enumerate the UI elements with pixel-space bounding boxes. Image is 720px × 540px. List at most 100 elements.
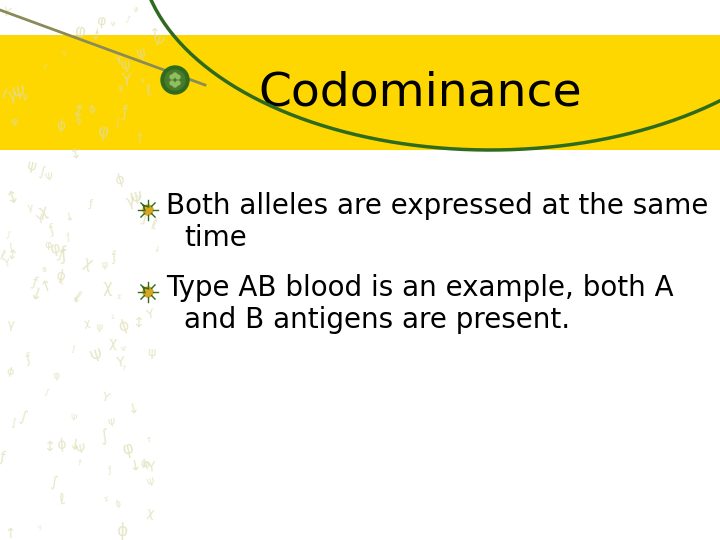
Text: Y: Y [1, 5, 12, 20]
Text: ϕ: ϕ [139, 458, 147, 468]
Text: χ: χ [84, 318, 91, 329]
Text: Ψ: Ψ [68, 413, 77, 423]
Text: χ: χ [103, 278, 112, 296]
Text: ƒ: ƒ [0, 450, 6, 464]
Text: ↕: ↕ [4, 186, 22, 208]
Text: ↓: ↓ [152, 244, 161, 255]
Text: Y: Y [115, 355, 125, 370]
Circle shape [143, 287, 153, 297]
Text: ϕ: ϕ [6, 366, 15, 377]
Text: ∫: ∫ [114, 117, 120, 128]
Text: χ: χ [114, 53, 124, 65]
Text: ƒ: ƒ [107, 465, 112, 475]
Text: ↑: ↑ [75, 457, 83, 467]
Text: ϕ: ϕ [57, 438, 67, 453]
Text: χ: χ [81, 255, 94, 272]
Text: γ: γ [6, 318, 15, 331]
Text: ψ: ψ [22, 92, 28, 102]
Text: ϕ: ϕ [54, 268, 66, 284]
Text: ƒ: ƒ [25, 352, 32, 366]
Text: ℓ: ℓ [73, 289, 82, 305]
Text: ψ: ψ [96, 322, 103, 333]
Text: Ψ: Ψ [11, 83, 27, 104]
Text: φ: φ [73, 22, 86, 41]
Text: ϕ: ϕ [117, 522, 128, 540]
Text: Y: Y [145, 308, 156, 322]
Text: ψ: ψ [102, 260, 108, 270]
Text: ϕ: ϕ [87, 104, 96, 116]
Text: ∫: ∫ [17, 408, 29, 424]
Text: Type AB blood is an example, both A: Type AB blood is an example, both A [166, 274, 674, 302]
Text: ↕: ↕ [43, 440, 55, 455]
Text: Y: Y [120, 72, 131, 90]
Text: Ψ: Ψ [145, 477, 156, 489]
Text: φ: φ [141, 459, 150, 470]
Text: ↓: ↓ [93, 27, 101, 36]
Text: ↑: ↑ [120, 365, 127, 372]
Text: ℓ: ℓ [42, 64, 46, 71]
Text: ƒ: ƒ [122, 105, 127, 120]
Circle shape [143, 205, 153, 215]
Text: ψ: ψ [147, 346, 156, 360]
Text: Y: Y [100, 390, 112, 405]
Text: γ: γ [27, 202, 34, 213]
Text: χ: χ [109, 336, 117, 350]
Text: Ψ: Ψ [151, 33, 165, 50]
Text: ∫: ∫ [98, 427, 109, 446]
Circle shape [165, 70, 185, 90]
Text: ∫: ∫ [7, 242, 14, 253]
Text: ∫: ∫ [125, 14, 131, 23]
Text: ϕ: ϕ [75, 116, 82, 126]
Circle shape [170, 81, 174, 85]
Text: ψ: ψ [134, 45, 147, 61]
Circle shape [176, 75, 180, 79]
Text: ↑: ↑ [145, 435, 153, 445]
Text: φ: φ [44, 240, 52, 250]
Text: ℓ: ℓ [150, 217, 158, 233]
Text: ∫: ∫ [10, 418, 17, 428]
Text: φ: φ [53, 370, 60, 381]
Text: ψ: ψ [25, 158, 37, 174]
Circle shape [170, 75, 174, 79]
Text: φ: φ [120, 439, 135, 459]
Text: ƒ: ƒ [89, 199, 93, 210]
Text: Ψ: Ψ [89, 347, 104, 366]
Text: ℓ: ℓ [144, 84, 153, 99]
Circle shape [173, 73, 177, 77]
Text: ϕ: ϕ [114, 498, 122, 509]
Text: φ: φ [9, 116, 19, 127]
Text: ↕: ↕ [68, 102, 86, 123]
Text: ƒ: ƒ [59, 246, 67, 264]
Text: ψ: ψ [107, 416, 116, 427]
Text: ϕ: ϕ [117, 318, 131, 335]
Text: ↓: ↓ [68, 437, 83, 454]
Text: χ: χ [104, 495, 109, 502]
Text: ∫: ∫ [71, 343, 76, 353]
Text: ↑: ↑ [38, 276, 55, 294]
Text: and B antigens are present.: and B antigens are present. [184, 306, 570, 334]
Text: ƒ: ƒ [141, 210, 149, 225]
Text: Y: Y [35, 212, 46, 226]
Text: ƒ: ƒ [31, 276, 39, 289]
Text: χ: χ [117, 294, 122, 300]
Text: ↓: ↓ [125, 401, 140, 417]
Text: Ψ: Ψ [60, 50, 67, 57]
Text: ↓: ↓ [64, 211, 76, 223]
Text: ϕ: ϕ [42, 267, 48, 273]
Text: ↓: ↓ [89, 29, 102, 44]
Text: ∫: ∫ [37, 165, 46, 179]
Text: Ψ: Ψ [74, 442, 86, 457]
Text: Ψ: Ψ [44, 172, 53, 184]
Text: ∫: ∫ [50, 475, 58, 490]
Text: ↑: ↑ [148, 27, 161, 41]
Text: Both alleles are expressed at the same: Both alleles are expressed at the same [166, 192, 708, 220]
Text: Y: Y [146, 460, 156, 475]
Text: φ: φ [117, 84, 124, 93]
Text: ↓: ↓ [109, 314, 115, 320]
Text: Ψ: Ψ [120, 346, 127, 353]
Text: ↓: ↓ [26, 285, 45, 306]
Text: ƒ: ƒ [57, 247, 65, 261]
Text: Ψ: Ψ [129, 191, 144, 208]
Text: ψ: ψ [109, 20, 115, 27]
Text: γ: γ [8, 89, 18, 104]
